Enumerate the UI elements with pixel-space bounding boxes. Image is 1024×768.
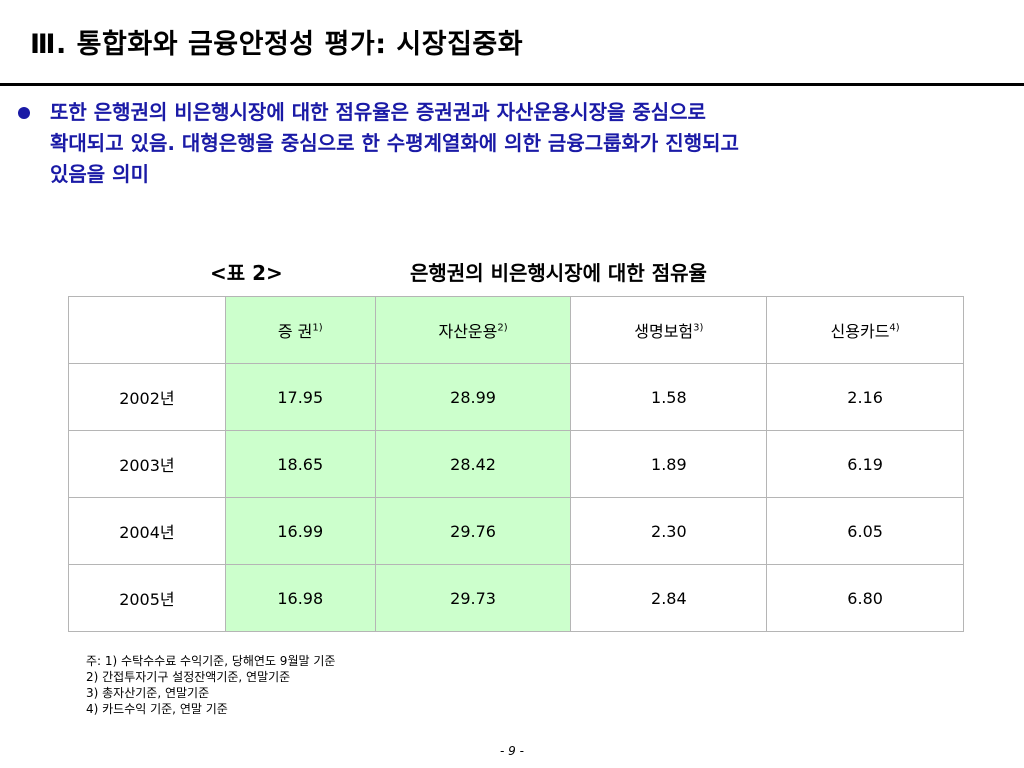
header-cell-credit-card: 신용카드4) [766, 296, 964, 364]
cell-credit-card: 2.16 [766, 363, 964, 431]
cell-asset-management: 28.42 [374, 430, 572, 498]
header-cell-corner [68, 296, 226, 364]
footnote: 주: 1) 수탁수수료 수익기준, 당해연도 9월말 기준 [86, 654, 336, 668]
header-cell-securities: 증 권1) [224, 296, 376, 364]
bullet-text: 또한 은행권의 비은행시장에 대한 점유율은 증권권과 자산운용시장을 중심으로… [50, 100, 739, 186]
footnote: 2) 간접투자기구 설정잔액기준, 연말기준 [86, 670, 291, 684]
cell-asset-management: 29.76 [374, 497, 572, 565]
row-year: 2002년 [68, 363, 226, 431]
table-row: 2005년 16.98 29.73 2.84 6.80 [68, 564, 964, 632]
cell-asset-management: 29.73 [374, 564, 572, 632]
market-share-table: 증 권1) 자산운용2) 생명보험3) 신용카드4) 2002년 17.95 2… [68, 296, 964, 632]
footnote: 4) 카드수익 기준, 연말 기준 [86, 702, 228, 716]
cell-securities: 16.99 [224, 497, 376, 565]
row-year: 2004년 [68, 497, 226, 565]
cell-credit-card: 6.05 [766, 497, 964, 565]
table-header-row: 증 권1) 자산운용2) 생명보험3) 신용카드4) [68, 296, 964, 364]
cell-securities: 18.65 [224, 430, 376, 498]
table-caption-title: 은행권의 비은행시장에 대한 점유율 [410, 261, 707, 285]
row-year: 2005년 [68, 564, 226, 632]
table-row: 2004년 16.99 29.76 2.30 6.05 [68, 497, 964, 565]
title-divider [0, 83, 1024, 86]
cell-life-insurance: 2.30 [570, 497, 768, 565]
page-number: - 9 - [500, 744, 524, 758]
cell-asset-management: 28.99 [374, 363, 572, 431]
table-row: 2002년 17.95 28.99 1.58 2.16 [68, 363, 964, 431]
cell-securities: 16.98 [224, 564, 376, 632]
header-cell-asset-management: 자산운용2) [374, 296, 572, 364]
header-cell-life-insurance: 생명보험3) [570, 296, 768, 364]
table-caption-label: <표 2> [210, 261, 283, 285]
slide-title: Ⅲ. 통합화와 금융안정성 평가: 시장집중화 [30, 29, 524, 60]
cell-life-insurance: 1.58 [570, 363, 768, 431]
table-footnotes: 주: 1) 수탁수수료 수익기준, 당해연도 9월말 기준 2) 간접투자기구 … [86, 653, 335, 717]
cell-credit-card: 6.80 [766, 564, 964, 632]
table-row: 2003년 18.65 28.42 1.89 6.19 [68, 430, 964, 498]
cell-life-insurance: 1.89 [570, 430, 768, 498]
footnote: 3) 총자산기준, 연말기준 [86, 686, 210, 700]
cell-securities: 17.95 [224, 363, 376, 431]
bullet-dot-icon [18, 107, 30, 119]
bullet-paragraph: 또한 은행권의 비은행시장에 대한 점유율은 증권권과 자산운용시장을 중심으로… [18, 97, 1008, 190]
row-year: 2003년 [68, 430, 226, 498]
cell-credit-card: 6.19 [766, 430, 964, 498]
cell-life-insurance: 2.84 [570, 564, 768, 632]
